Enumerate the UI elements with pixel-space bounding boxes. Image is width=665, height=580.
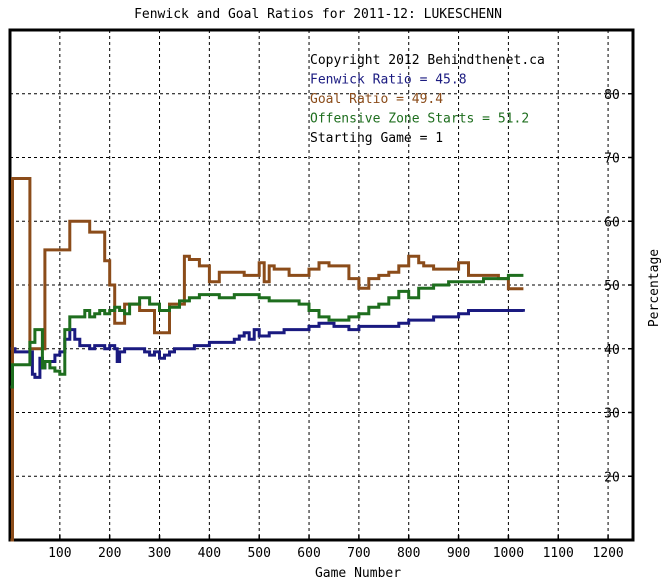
y-tick-label: 40 xyxy=(604,343,620,358)
y-tick-label: 70 xyxy=(604,152,620,167)
x-tick-label: 600 xyxy=(297,546,320,561)
x-tick-label: 800 xyxy=(397,546,420,561)
x-tick-label: 1000 xyxy=(493,546,524,561)
legend-entry: Offensive Zone Starts = 51.2 xyxy=(310,112,529,127)
x-tick-labels: 100 200 300 400 500 600 700 800 900 1000 1100 1200 xyxy=(48,546,624,561)
y-tick-labels: 20 30 40 50 60 70 80 xyxy=(604,88,620,486)
grid-lines xyxy=(10,30,633,540)
x-tick-label: 900 xyxy=(447,546,470,561)
x-tick-label: 1200 xyxy=(592,546,623,561)
series-line-2 xyxy=(10,177,524,542)
x-tick-label: 400 xyxy=(198,546,221,561)
series-line-1 xyxy=(10,309,525,379)
x-axis-label: Game Number xyxy=(315,566,401,580)
y-axis-label: Percentage xyxy=(647,249,662,327)
chart-title: Fenwick and Goal Ratios for 2011-12: LUK… xyxy=(134,7,502,22)
y-tick-label: 60 xyxy=(604,215,620,230)
x-tick-label: 700 xyxy=(347,546,370,561)
x-tick-label: 1100 xyxy=(543,546,574,561)
y-tick-label: 80 xyxy=(604,88,620,103)
y-tick-label: 20 xyxy=(604,470,620,485)
series-lines xyxy=(10,177,525,542)
legend-entry: Starting Game = 1 xyxy=(310,131,443,146)
legend: Copyright 2012 Behindthenet.ca Fenwick Ra… xyxy=(310,53,545,146)
x-tick-label: 100 xyxy=(48,546,71,561)
legend-entry: Copyright 2012 Behindthenet.ca xyxy=(310,53,545,68)
x-tick-label: 500 xyxy=(247,546,270,561)
legend-entry: Goal Ratio = 49.4 xyxy=(310,92,443,107)
x-tick-label: 200 xyxy=(98,546,121,561)
series-line-3 xyxy=(10,273,524,389)
legend-entry: Fenwick Ratio = 45.8 xyxy=(310,73,467,88)
x-tick-label: 300 xyxy=(148,546,171,561)
y-tick-label: 50 xyxy=(604,279,620,294)
y-tick-label: 30 xyxy=(604,407,620,422)
